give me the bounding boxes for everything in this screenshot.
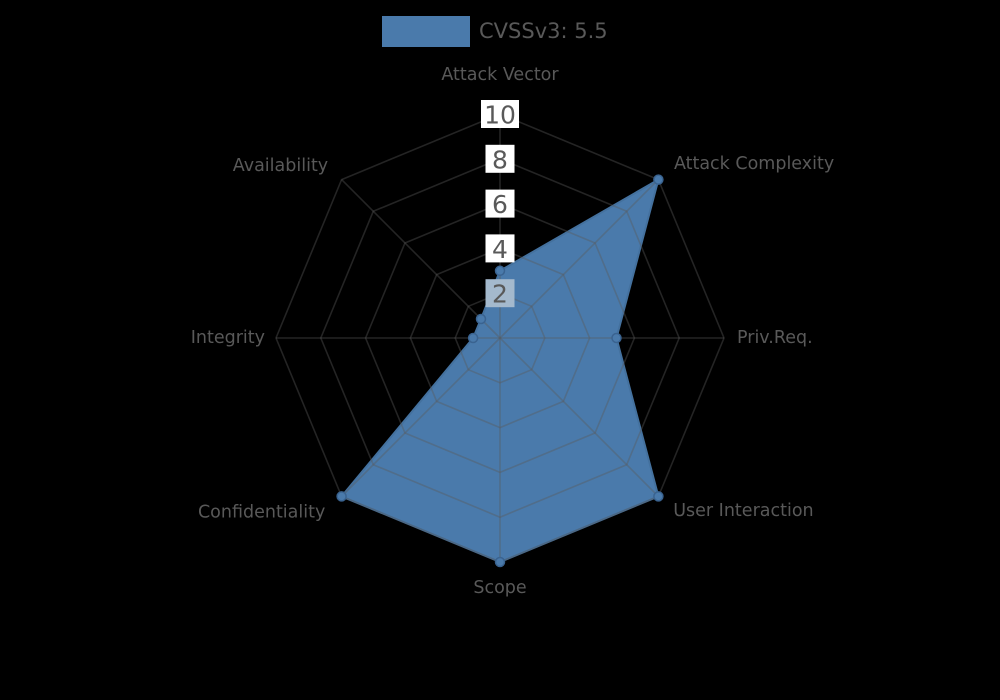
vertex-marker-integrity xyxy=(467,332,479,344)
radial-tick-box-8 xyxy=(485,144,515,173)
axis-label-scope: Scope xyxy=(473,578,526,598)
radial-tick-box-10 xyxy=(481,100,519,128)
axis-label-attack-complexity: Attack Complexity xyxy=(674,154,834,174)
vertex-marker-attack-vector xyxy=(494,265,506,277)
radial-tick-label-4: 4 xyxy=(492,235,508,264)
vertex-marker-user-interaction xyxy=(653,491,664,502)
axis-label-integrity: Integrity xyxy=(191,328,265,348)
axis-label-confidentiality: Confidentiality xyxy=(198,503,325,523)
axis-spoke-confidentiality xyxy=(341,337,501,497)
radial-tick-label-10: 10 xyxy=(484,101,516,130)
vertex-marker-confidentiality xyxy=(336,491,347,502)
radial-tick-box-6 xyxy=(485,189,515,218)
vertex-marker-availability xyxy=(475,313,487,325)
vertex-marker-priv-req xyxy=(611,332,622,344)
radial-tick-label-8: 8 xyxy=(492,145,508,174)
radial-tick-label-2: 2 xyxy=(492,280,508,309)
axis-spoke-availability xyxy=(341,179,501,339)
axis-label-user-interaction: User Interaction xyxy=(673,501,813,521)
axis-spoke-user-interaction xyxy=(499,337,659,497)
radial-tick-label-6: 6 xyxy=(492,190,508,219)
grid-ring-4 xyxy=(409,247,591,429)
radial-tick-box-4 xyxy=(485,234,515,263)
radial-tick-box-2 xyxy=(485,279,515,308)
grid-ring-2 xyxy=(454,292,546,384)
axis-label-availability: Availability xyxy=(233,156,328,176)
axis-label-attack-vector: Attack Vector xyxy=(441,65,559,85)
legend-label: CVSSv3: 5.5 xyxy=(479,19,608,43)
vertex-marker-attack-complexity xyxy=(653,174,664,185)
axis-spoke-attack-complexity xyxy=(499,179,659,339)
grid-ring-8 xyxy=(319,157,681,519)
grid-ring-6 xyxy=(364,202,636,474)
vertex-marker-scope xyxy=(494,556,506,568)
legend-swatch xyxy=(382,16,470,47)
chart-legend: CVSSv3: 5.5 xyxy=(382,16,608,47)
axis-label-priv-req: Priv.Req. xyxy=(737,328,813,348)
